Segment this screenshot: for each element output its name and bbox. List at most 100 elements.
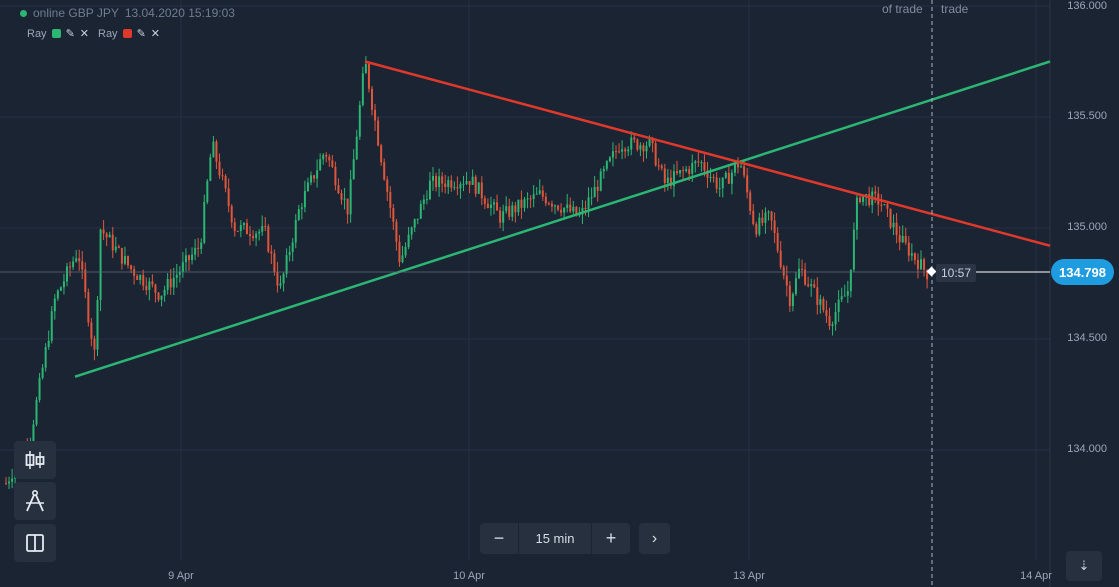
candle-body: [267, 226, 270, 252]
candle-body: [175, 274, 178, 278]
candle-body: [218, 161, 221, 176]
candle-body: [608, 157, 611, 162]
timeframe-label[interactable]: 15 min: [518, 523, 592, 554]
pencil-icon[interactable]: ✎: [65, 28, 75, 40]
candle-body: [846, 291, 849, 296]
candle-body: [520, 199, 523, 208]
candle-body: [75, 258, 78, 262]
candle-body: [239, 225, 242, 232]
candle-body: [642, 145, 645, 152]
candle-body: [99, 229, 102, 301]
candle-body: [212, 141, 215, 158]
candle-body: [761, 217, 764, 223]
candle-body: [462, 183, 465, 185]
candle-body: [209, 157, 212, 181]
candle-body: [90, 322, 93, 339]
candle-body: [346, 198, 349, 215]
candle-body: [822, 299, 825, 311]
ray-color-swatch-green[interactable]: [51, 29, 61, 38]
candle-body: [319, 159, 322, 171]
drawing-tool-icon: [26, 489, 44, 512]
candle-body: [334, 166, 337, 186]
candle-body: [788, 285, 791, 307]
timeframe-minus-button[interactable]: −: [493, 528, 505, 548]
candle-body: [294, 219, 297, 243]
candle-body: [306, 182, 309, 191]
live-dot-icon: [20, 9, 27, 17]
candle-body: [883, 204, 886, 206]
close-icon[interactable]: ✕: [79, 28, 89, 40]
candle-body: [203, 201, 206, 243]
candle-body: [419, 203, 422, 219]
ray-color-swatch-red[interactable]: [122, 29, 132, 38]
layout-tool-button[interactable]: [14, 524, 56, 562]
candle-body: [69, 266, 72, 268]
candle-body: [435, 176, 438, 188]
candle-body: [554, 205, 556, 207]
candle-body: [181, 262, 184, 272]
candle-body: [444, 183, 447, 188]
candle-body: [776, 232, 779, 251]
candle-body: [697, 161, 700, 163]
candle-body: [11, 478, 14, 482]
timeframe-plus-button[interactable]: +: [605, 528, 617, 548]
candles-tool-button[interactable]: [14, 441, 56, 479]
candle-body: [587, 197, 590, 210]
candle-body: [206, 180, 209, 202]
candle-body: [563, 207, 566, 213]
candle-body: [499, 210, 502, 223]
candle-body: [868, 194, 871, 206]
candle-body: [651, 137, 654, 144]
timeframe-control: − 15 min +: [480, 523, 630, 554]
close-icon[interactable]: ✕: [150, 28, 160, 40]
candle-body: [230, 205, 233, 223]
candle-body: [920, 259, 922, 270]
candle-body: [200, 242, 203, 249]
candle-body: [261, 226, 264, 232]
y-tick-134000: 134.000: [1067, 443, 1107, 455]
candle-body: [694, 161, 697, 164]
candle-body: [615, 151, 617, 153]
candle-body: [56, 290, 59, 299]
candle-body: [316, 170, 319, 179]
pencil-icon[interactable]: ✎: [136, 28, 146, 40]
candle-body: [35, 399, 38, 425]
candle-body: [102, 229, 105, 234]
collapse-button[interactable]: ⇣: [1066, 551, 1102, 581]
candle-body: [151, 281, 154, 285]
candle-body: [596, 186, 599, 191]
candle-body: [639, 145, 642, 150]
y-tick-135500: 135.500: [1067, 110, 1107, 122]
candle-body: [169, 278, 172, 288]
candle-body: [910, 253, 913, 256]
candle-body: [81, 261, 84, 270]
candle-body: [471, 176, 474, 185]
candle-body: [721, 177, 724, 189]
candle-body: [84, 269, 87, 293]
candle-body: [791, 293, 794, 307]
candle-body: [804, 269, 807, 285]
candle-body: [133, 269, 136, 276]
candle-body: [331, 160, 334, 167]
ray-line-red[interactable]: [364, 60, 1051, 247]
candle-body: [810, 284, 813, 287]
candle-body: [904, 235, 907, 243]
x-tick-10apr: 10 Apr: [453, 570, 485, 582]
candle-body: [340, 193, 343, 200]
candle-body: [874, 191, 877, 194]
candle-body: [325, 154, 328, 157]
candle-body: [453, 187, 456, 189]
x-tick-14apr: 14 Apr: [1020, 570, 1052, 582]
drawing-tool-button[interactable]: [14, 482, 56, 520]
ray-line-green[interactable]: [74, 60, 1051, 378]
trade-label-left: of trade: [882, 2, 923, 16]
candle-body: [679, 170, 682, 174]
candle-body: [703, 162, 706, 171]
candle-body: [282, 273, 285, 284]
candle-body: [682, 170, 685, 172]
candle-body: [313, 175, 316, 179]
candle-body: [511, 205, 514, 217]
candle-body: [913, 253, 916, 260]
next-arrow-button[interactable]: ›: [639, 523, 670, 554]
